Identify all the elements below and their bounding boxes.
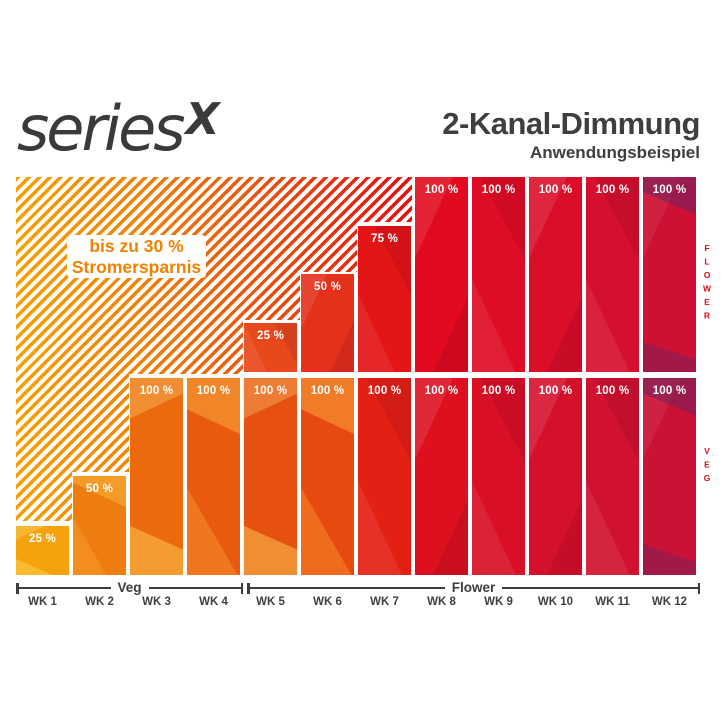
veg-axis-label: VEG [702,446,712,487]
savings-line1: bis zu 30 % [89,236,184,257]
week-label-wk-9: WK 9 [484,596,513,608]
flower-axis-label: FLOWER [702,243,712,324]
bar-value-label: 100 % [367,385,402,397]
veg-bar-wk-7: 100 % [358,378,411,575]
veg-bar-wk-12: 100 % [643,378,696,575]
bar-value-label: 100 % [595,184,630,196]
logo-x: X [185,94,220,145]
bar-value-label: 100 % [538,385,573,397]
bar-value-label: 50 % [85,483,113,495]
bracket-tick [16,582,19,594]
savings-line2: Stromersparnis [71,256,202,277]
bar-value-label: 25 % [28,533,56,545]
page-subtitle: Anwendungsbeispiel [529,142,700,162]
bracket-line [502,586,698,590]
week-label-wk-12: WK 12 [651,596,688,608]
bar-value-label: 100 % [595,385,630,397]
bar-value-label: 100 % [424,184,459,196]
veg-bar-wk-5: 100 % [244,378,297,575]
page-title: 2-Kanal-Dimmung [442,106,700,141]
week-axis: WK 1 WK 2 WK 3 WK 4 WK 5 WK 6 WK 7 WK 8 WK 9 WK 1… [0,596,727,612]
veg-bar-wk-10: 100 % [529,378,582,575]
flower-bar-wk-9: 100 % [472,177,525,372]
veg-bar-wk-3: 100 % [130,378,183,575]
flower-bar-wk-5: 25 % [244,323,297,372]
bar-value-label: 100 % [481,385,516,397]
veg-bar-wk-6: 100 % [301,378,354,575]
bracket-line [18,586,111,590]
bar-value-label: 100 % [481,184,516,196]
veg-bar-wk-8: 100 % [415,378,468,575]
week-label-wk-10: WK 10 [537,596,574,608]
bar-value-label: 75 % [370,233,398,245]
flower-bracket: Flower [247,579,701,595]
week-label-wk-4: WK 4 [199,596,228,608]
bar-value-label: 100 % [139,385,174,397]
savings-callout: bis zu 30 % Stromersparnis [67,235,206,278]
week-label-wk-5: WK 5 [256,596,285,608]
veg-bar-wk-9: 100 % [472,378,525,575]
flower-bar-wk-11: 100 % [586,177,639,372]
flower-bar-wk-10: 100 % [529,177,582,372]
week-label-wk-2: WK 2 [85,596,114,608]
veg-bracket: Veg [16,579,244,595]
bar-value-label: 100 % [196,385,231,397]
bracket-tick [240,582,244,594]
week-label-wk-3: WK 3 [142,596,171,608]
bar-value-label: 50 % [313,281,341,293]
veg-bar-wk-2: 50 % [73,476,126,575]
logo-text: series [17,92,186,165]
flower-bar-wk-8: 100 % [415,177,468,372]
bracket-line [148,586,241,590]
bracket-tick [697,582,701,594]
veg-bar-wk-4: 100 % [187,378,240,575]
logo: seriesX [17,94,220,161]
bar-value-label: 100 % [253,385,288,397]
chart: 25 % 50 % 100 % 100 % 25 % 100 % 50 % 100 % 75 %… [16,177,700,575]
week-label-wk-11: WK 11 [595,596,630,608]
flower-bar-wk-6: 50 % [301,274,354,372]
flower-bar-wk-7: 75 % [358,226,411,372]
week-label-wk-8: WK 8 [427,596,456,608]
bracket-tick [247,582,250,594]
bracket-line [249,586,445,590]
flower-bar-wk-12: 100 % [643,177,696,372]
veg-bar-wk-1: 25 % [16,526,69,575]
week-label-wk-7: WK 7 [370,596,399,608]
bar-value-label: 100 % [538,184,573,196]
bar-value-label: 100 % [310,385,345,397]
bar-value-label: 100 % [652,385,687,397]
bar-value-label: 100 % [424,385,459,397]
bar-value-label: 25 % [256,330,284,342]
veg-bracket-label: Veg [117,579,142,595]
bar-value-label: 100 % [652,184,687,196]
flower-bracket-label: Flower [451,579,496,595]
veg-bar-wk-11: 100 % [586,378,639,575]
week-label-wk-6: WK 6 [313,596,342,608]
header: 2-Kanal-Dimmung Anwendungsbeispiel [442,106,700,163]
week-label-wk-1: WK 1 [28,596,57,608]
